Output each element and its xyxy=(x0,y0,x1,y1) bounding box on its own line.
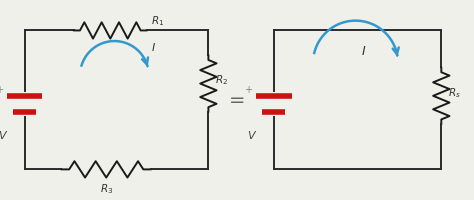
Text: V: V xyxy=(247,130,255,140)
Text: V: V xyxy=(0,130,5,140)
Text: $R_2$: $R_2$ xyxy=(215,73,228,87)
Text: $R_3$: $R_3$ xyxy=(100,181,113,195)
Text: $R_s$: $R_s$ xyxy=(448,85,461,99)
Text: =: = xyxy=(229,91,245,110)
Text: $I$: $I$ xyxy=(361,45,366,58)
Text: +: + xyxy=(245,85,253,95)
Text: $R_1$: $R_1$ xyxy=(151,14,164,28)
Text: +: + xyxy=(0,85,4,95)
Text: $I$: $I$ xyxy=(151,41,156,53)
